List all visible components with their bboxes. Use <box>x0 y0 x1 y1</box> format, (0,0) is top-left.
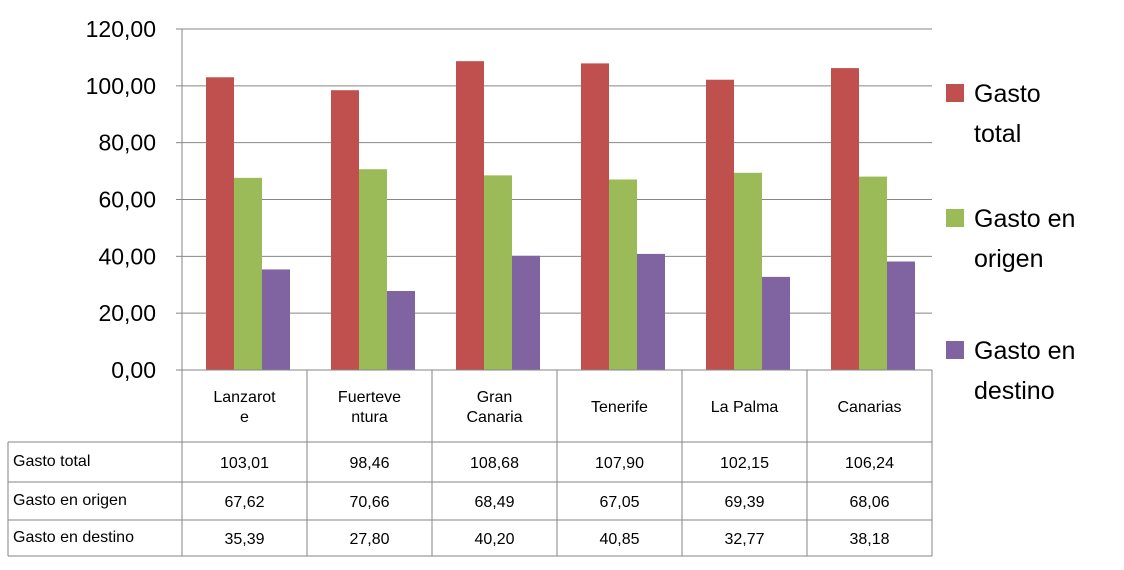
x-tick-label: Gran <box>477 389 513 406</box>
y-tick-label: 120,00 <box>86 16 156 42</box>
legend-label: origen <box>974 245 1044 273</box>
data-label: 102,15 <box>720 455 769 472</box>
y-tick-label: 40,00 <box>98 243 156 269</box>
bar-gasto-total <box>581 63 609 371</box>
data-label: 108,68 <box>470 455 519 472</box>
data-label: 67,05 <box>599 494 639 511</box>
bar-gasto-en-destino <box>887 261 915 370</box>
bar-gasto-en-destino <box>387 291 415 370</box>
table-row-label: Gasto en origen <box>13 492 127 509</box>
data-label: 68,49 <box>474 494 514 511</box>
bar-gasto-en-origen <box>734 172 762 370</box>
x-tick-label: ntura <box>351 409 388 426</box>
data-label: 38,18 <box>849 531 889 548</box>
x-tick-label: Tenerife <box>591 399 648 416</box>
bar-gasto-total <box>206 77 234 371</box>
y-tick-label: 80,00 <box>98 130 156 156</box>
bar-gasto-en-origen <box>609 179 637 370</box>
y-tick-label: 100,00 <box>86 73 156 99</box>
legend-label: Gasto en <box>974 205 1075 233</box>
data-label: 32,77 <box>724 531 764 548</box>
legend-swatch <box>946 84 964 102</box>
bar-gasto-en-origen <box>859 176 887 370</box>
bar-gasto-total <box>331 90 359 370</box>
table-row-label: Gasto en destino <box>13 529 134 546</box>
bar-gasto-total <box>456 61 484 371</box>
y-tick-label: 20,00 <box>98 300 156 326</box>
legend-label: total <box>974 120 1021 148</box>
bar-gasto-total <box>706 79 734 370</box>
data-label: 70,66 <box>349 494 389 511</box>
legend-swatch <box>946 209 964 227</box>
legend-swatch <box>946 341 964 359</box>
x-tick-label: Fuerteve <box>338 389 401 406</box>
data-label: 103,01 <box>220 455 269 472</box>
data-label: 68,06 <box>849 494 889 511</box>
x-tick-label: Lanzarot <box>213 389 276 406</box>
bar-gasto-en-destino <box>512 255 540 370</box>
data-label: 40,20 <box>474 531 514 548</box>
x-tick-label: La Palma <box>711 399 779 416</box>
table-row-label: Gasto total <box>13 453 90 470</box>
bar-gasto-total <box>831 68 859 371</box>
y-tick-label: 0,00 <box>111 357 156 383</box>
legend-label: destino <box>974 377 1055 405</box>
bar-gasto-en-origen <box>359 169 387 370</box>
data-label: 106,24 <box>845 455 894 472</box>
data-label: 67,62 <box>224 494 264 511</box>
data-label: 35,39 <box>224 531 264 548</box>
bar-gasto-en-origen <box>234 177 262 370</box>
x-tick-label: e <box>240 409 249 426</box>
legend-label: Gasto <box>974 80 1041 108</box>
bar-gasto-en-origen <box>484 175 512 370</box>
data-label: 98,46 <box>349 455 389 472</box>
x-tick-label: Canarias <box>837 399 901 416</box>
bar-gasto-en-destino <box>262 269 290 370</box>
x-tick-label: Canaria <box>466 409 522 426</box>
y-tick-label: 60,00 <box>98 187 156 213</box>
data-label: 69,39 <box>724 494 764 511</box>
data-label: 27,80 <box>349 531 389 548</box>
data-label: 107,90 <box>595 455 644 472</box>
data-label: 40,85 <box>599 531 639 548</box>
bar-gasto-en-destino <box>762 276 790 370</box>
legend-label: Gasto en <box>974 337 1075 365</box>
bar-gasto-en-destino <box>637 253 665 370</box>
